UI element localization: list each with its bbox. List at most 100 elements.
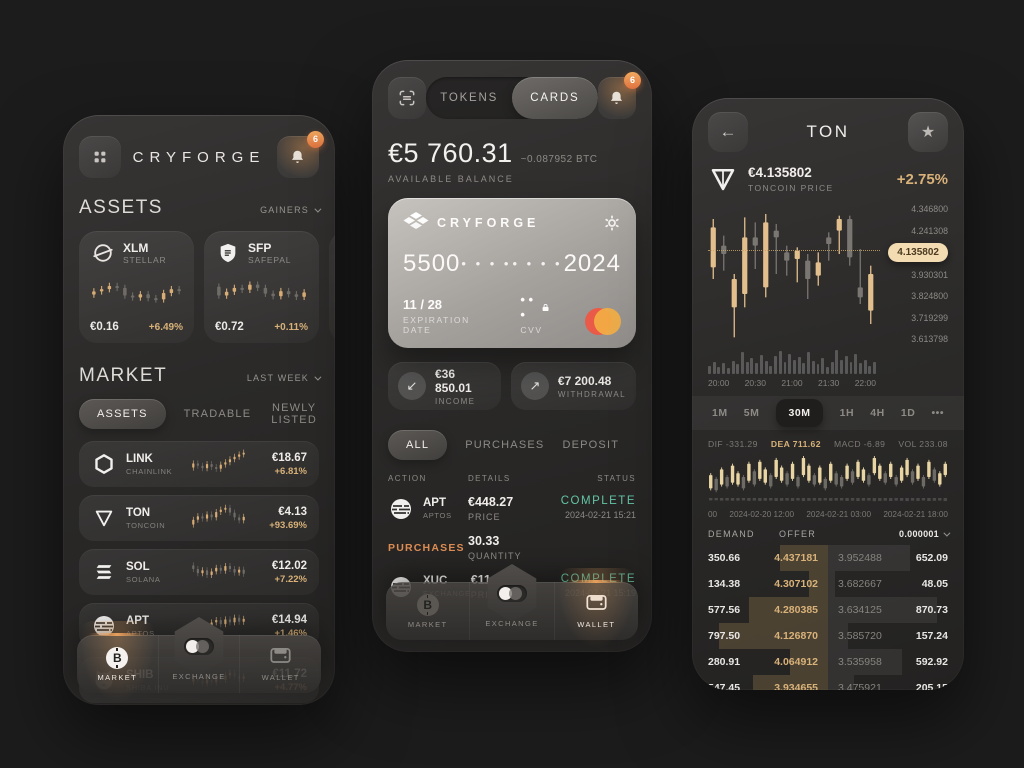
volume-bar	[873, 362, 876, 374]
segment-cards[interactable]: CARDS	[512, 77, 598, 119]
card-settings-gear-icon[interactable]	[603, 214, 621, 232]
timeframe-1h[interactable]: 1H	[840, 407, 854, 419]
orderbook-row: 547.453.9346553.475921205.15	[704, 675, 952, 690]
offer-amount: 48.05	[892, 578, 948, 590]
orderbook-row: 797.504.1268703.585720157.24	[704, 623, 952, 649]
volume-bar	[850, 362, 853, 374]
bank-card[interactable]: CRYFORGE 5500 • • • • • • • • 2024 1	[388, 198, 636, 348]
segment-tokens[interactable]: TOKENS	[426, 77, 512, 119]
ton-icon	[91, 507, 117, 529]
phone-wallet-screen: TOKENSCARDS 6 €5 760.31 ~0.087952 BTC AV…	[372, 60, 652, 652]
assets-filter-dropdown[interactable]: GAINERS	[260, 205, 319, 215]
column-header-status: STATUS	[548, 474, 636, 483]
timeframe-5m[interactable]: 5M	[744, 407, 760, 419]
offer-amount: 870.73	[892, 604, 948, 616]
asset-card-peek[interactable]	[329, 231, 335, 343]
coin-row-ton[interactable]: TONTONCOIN€4.13+93.69%	[79, 495, 319, 541]
asset-card-xlm[interactable]: XLMSTELLAR€0.16+6.49%	[79, 231, 194, 343]
nav-item-market[interactable]: BMARKET	[386, 582, 469, 640]
card-number-hidden-1: • • • •	[461, 256, 511, 271]
volume-bar	[727, 368, 730, 374]
x-axis-label: 21:30	[818, 378, 839, 388]
market-heading: MARKET	[79, 365, 167, 387]
macd-chart[interactable]	[708, 454, 948, 502]
card-cvv-hidden: • • •	[520, 292, 536, 322]
toggle-icon	[184, 638, 214, 655]
macd-x-label: 2024-02-20 12:00	[729, 510, 794, 519]
timeframe-4h[interactable]: 4H	[870, 407, 884, 419]
scan-card-button[interactable]	[388, 77, 426, 119]
stat-value: €36 850.01	[435, 367, 491, 395]
more-timeframes-button[interactable]: •••	[931, 407, 944, 419]
favorite-button[interactable]: ★	[908, 112, 948, 152]
asset-name: STELLAR	[123, 255, 166, 265]
assets-filter-label: GAINERS	[260, 205, 309, 215]
volume-bar	[845, 356, 848, 374]
apps-grid-button[interactable]	[79, 136, 121, 178]
volume-bar	[817, 364, 820, 374]
volume-bar	[760, 355, 763, 374]
lock-icon	[542, 302, 549, 313]
volume-bar	[802, 363, 805, 374]
timeframe-tabs: 1M 5M 30M 1H 4H 1D •••	[692, 396, 964, 430]
offer-label: OFFER	[779, 529, 899, 539]
timeframe-1m[interactable]: 1M	[712, 407, 728, 419]
bitcoin-icon: B	[106, 647, 128, 669]
coin-price-label: TONCOIN PRICE	[748, 183, 834, 193]
precision-dropdown[interactable]: 0.000001	[899, 529, 948, 539]
asset-card-sfp[interactable]: SFPSAFEPAL€0.72+0.11%	[204, 231, 319, 343]
market-tabs: ASSETS TRADABLE NEWLY LISTED	[79, 399, 319, 429]
card-number-hidden-2: • • • •	[513, 256, 563, 271]
coin-row-link[interactable]: LINKCHAINLINK€18.67+6.81%	[79, 441, 319, 487]
timeframe-1d[interactable]: 1D	[901, 407, 915, 419]
balance-amount: €5 760.31	[388, 138, 513, 169]
y-axis-label: 4.241308	[911, 226, 948, 236]
stellar-icon	[90, 242, 116, 264]
coin-name: TONCOIN	[126, 521, 182, 530]
candles-area	[708, 204, 876, 344]
nav-item-wallet[interactable]: WALLET	[554, 582, 638, 640]
back-button[interactable]: ←	[708, 112, 748, 152]
tab-newly-listed[interactable]: NEWLY LISTED	[269, 402, 319, 426]
volume-bar	[779, 351, 782, 374]
coin-price: €12.02	[255, 560, 307, 572]
card-cvv: • • • CVV	[520, 292, 549, 335]
column-header-action: ACTION	[388, 474, 468, 483]
nav-label: WALLET	[577, 620, 615, 629]
y-axis-label: 4.346800	[911, 204, 948, 214]
nav-item-exchange[interactable]: EXCHANGE	[158, 635, 240, 693]
stat-income-button[interactable]: ↙€36 850.01INCOME	[388, 362, 501, 410]
volume-bar	[765, 361, 768, 374]
x-axis-label: 20:00	[708, 378, 729, 388]
app-title: CRYFORGE	[133, 149, 266, 166]
tab-assets[interactable]: ASSETS	[79, 399, 166, 429]
macd-x-label: 00	[708, 510, 717, 519]
filter-tab-all[interactable]: ALL	[388, 430, 447, 460]
filter-tab-purchases[interactable]: PURCHASES	[465, 439, 544, 451]
x-axis-label: 20:30	[745, 378, 766, 388]
coin-symbol: LINK	[126, 453, 182, 465]
card-number-start: 5500	[403, 250, 460, 278]
notifications-button[interactable]: 6	[277, 136, 319, 178]
nav-item-wallet[interactable]: WALLET	[239, 635, 321, 693]
indicator-dif: DIF -331.29	[708, 439, 758, 449]
demand-amount: 350.66	[708, 552, 764, 564]
market-filter-dropdown[interactable]: LAST WEEK	[247, 373, 319, 383]
volume-bar	[736, 364, 739, 374]
macd-x-label: 2024-02-21 03:00	[806, 510, 871, 519]
filter-tab-deposit[interactable]: DEPOSIT	[562, 439, 619, 451]
candlestick-chart[interactable]: 4.3468004.2413084.1358023.9303013.824800…	[708, 204, 948, 344]
column-header-details: DETAILS	[468, 474, 548, 483]
nav-item-market[interactable]: BMARKET	[77, 635, 158, 693]
timeframe-30m[interactable]: 30M	[776, 399, 824, 427]
volume-bar	[812, 361, 815, 374]
nav-item-exchange[interactable]: EXCHANGE	[469, 582, 553, 640]
stat-withdrawal-button[interactable]: ↗€7 200.48WITHDRAWAL	[511, 362, 636, 410]
market-filter-label: LAST WEEK	[247, 373, 309, 383]
coin-row-sol[interactable]: SOLSOLANA€12.02+7.22%	[79, 549, 319, 595]
demand-amount: 797.50	[708, 630, 764, 642]
notifications-button[interactable]: 6	[598, 77, 636, 119]
transaction-row-apt[interactable]: APTAPTOS€448.27PRICECOMPLETE2024-02-21 1…	[388, 495, 636, 561]
tab-tradable[interactable]: TRADABLE	[184, 408, 252, 420]
tx-timestamp: 2024-02-21 15:21	[548, 510, 636, 520]
